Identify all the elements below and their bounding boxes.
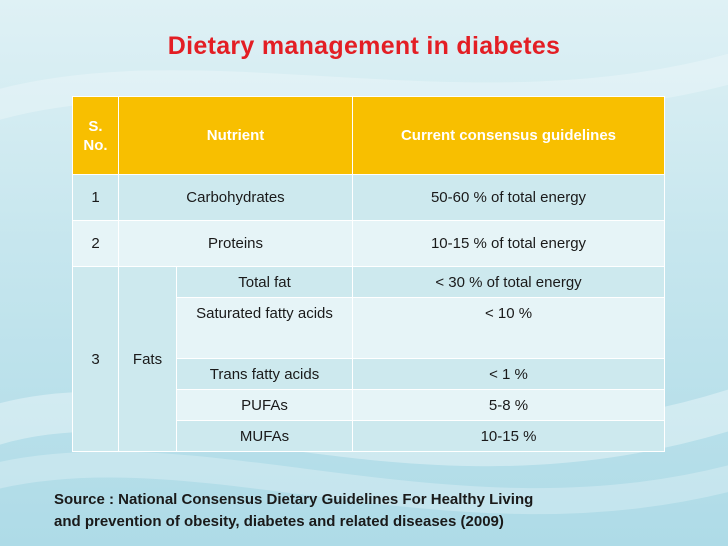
table-row: Trans fatty acids < 1 %: [73, 358, 665, 390]
cell-sno: 3: [72, 266, 119, 452]
cell-guideline: 10-15 % of total energy: [352, 220, 665, 267]
cell-fats-label: Fats: [118, 266, 177, 452]
cell-fat-type: Saturated fatty acids: [176, 297, 353, 359]
table-row: Saturated fatty acids < 10 %: [73, 297, 665, 359]
cell-nutrient: Carbohydrates: [118, 174, 353, 221]
table-row: PUFAs 5-8 %: [73, 389, 665, 421]
table-row: 1 Carbohydrates 50-60 % of total energy: [72, 174, 665, 221]
cell-guideline: < 10 %: [352, 297, 665, 359]
source-line-1: Source : National Consensus Dietary Guid…: [54, 491, 534, 508]
cell-guideline: < 30 % of total energy: [352, 266, 665, 298]
cell-fat-type: Total fat: [176, 266, 353, 298]
cell-guideline: 5-8 %: [352, 389, 665, 421]
cell-fat-type: Trans fatty acids: [176, 358, 353, 390]
table-row: 2 Proteins 10-15 % of total energy: [72, 220, 665, 267]
cell-nutrient: Proteins: [118, 220, 353, 267]
cell-fat-type: MUFAs: [176, 420, 353, 452]
slide-title: Dietary management in diabetes: [167, 32, 561, 60]
cell-sno: 2: [72, 220, 119, 267]
cell-guideline: 50-60 % of total energy: [352, 174, 665, 221]
cell-guideline: 10-15 %: [352, 420, 665, 452]
header-sno: S. No.: [72, 96, 119, 175]
cell-fat-type: PUFAs: [176, 389, 353, 421]
cell-sno: 1: [72, 174, 119, 221]
table-header-row: S. No. Nutrient Current consensus guidel…: [72, 96, 665, 175]
source-citation: Source : National Consensus Dietary Guid…: [54, 489, 714, 533]
header-guidelines: Current consensus guidelines: [352, 96, 665, 175]
source-line-2: and prevention of obesity, diabetes and …: [54, 513, 504, 530]
table-row: MUFAs 10-15 %: [73, 420, 665, 452]
table-row: 3 Fats Total fat < 30 % of total energy: [72, 266, 665, 452]
guidelines-table: S. No. Nutrient Current consensus guidel…: [72, 96, 665, 452]
header-nutrient: Nutrient: [118, 96, 353, 175]
cell-guideline: < 1 %: [352, 358, 665, 390]
